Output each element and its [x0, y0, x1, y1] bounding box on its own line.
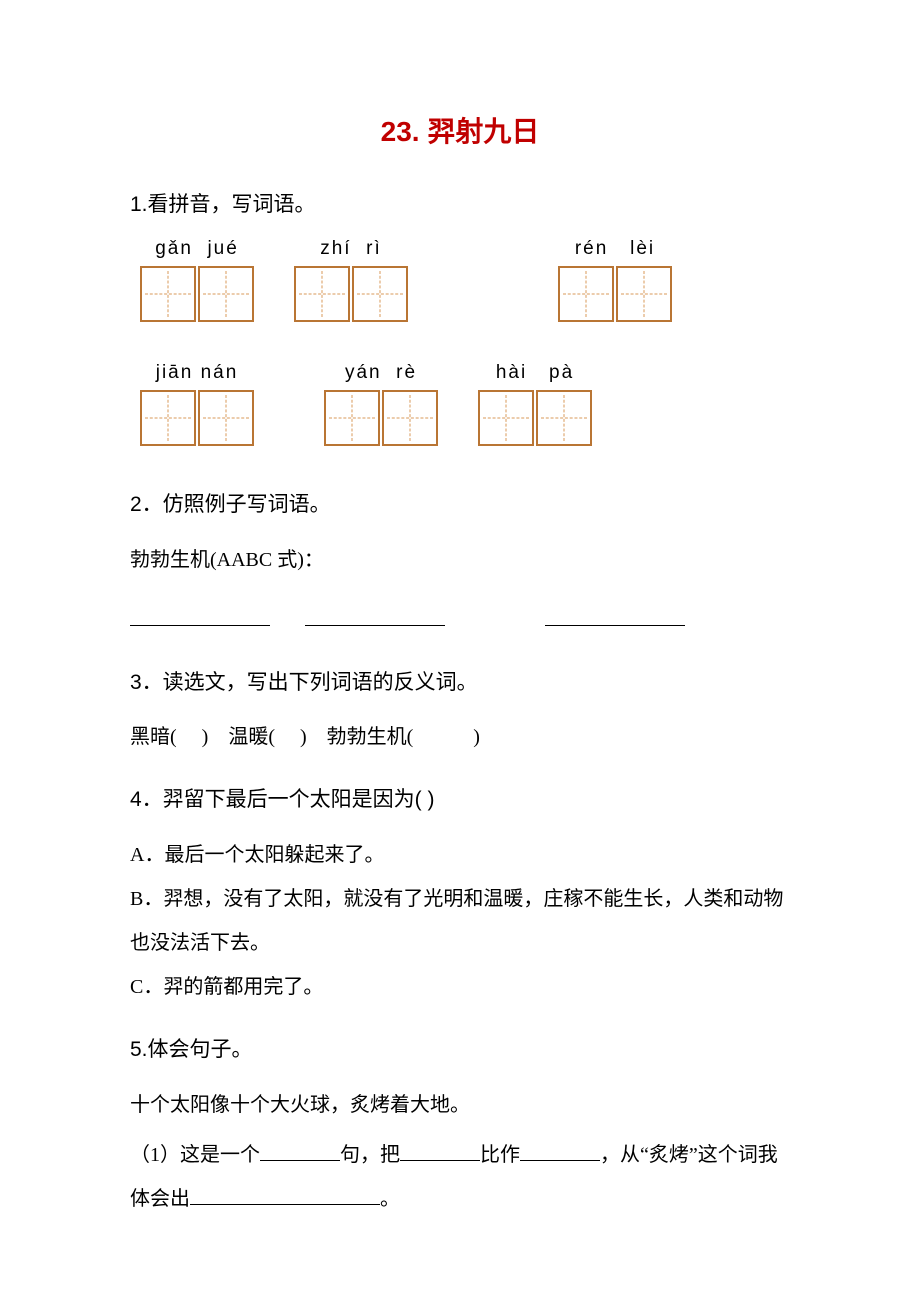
q2-example: 勃勃生机(AABC 式)：	[130, 538, 790, 582]
tianzige-box[interactable]	[140, 390, 196, 446]
tianzige-box[interactable]	[352, 266, 408, 322]
tianzige-box[interactable]	[536, 390, 592, 446]
q5-heading: 5.体会句子。	[130, 1031, 790, 1069]
pinyin-text: yán rè	[345, 362, 417, 384]
tianzige-box[interactable]	[558, 266, 614, 322]
q3-heading: 3．读选文，写出下列词语的反义词。	[130, 664, 790, 702]
q5-sub1-t2: 比作	[480, 1144, 520, 1166]
tianzige-box[interactable]	[140, 266, 196, 322]
q1-row-2: jiān nán yán rè hài pà	[130, 362, 790, 446]
tianzige-box[interactable]	[198, 266, 254, 322]
q5-sub1-prefix: （1）这是一个	[130, 1144, 260, 1166]
pinyin-block: rén lèi	[558, 238, 672, 322]
fill-blank[interactable]	[260, 1141, 340, 1161]
q2-blanks-row	[130, 598, 790, 642]
pinyin-block: jiān nán	[140, 362, 254, 446]
q5-sub1-suffix: 。	[380, 1188, 400, 1210]
tianzige-box[interactable]	[478, 390, 534, 446]
q4-option-c[interactable]: C．羿的箭都用完了。	[130, 965, 790, 1009]
tianzige-pair	[140, 390, 254, 446]
tianzige-box[interactable]	[198, 390, 254, 446]
pinyin-text: hài pà	[496, 362, 574, 384]
lesson-name: 羿射九日	[427, 116, 539, 147]
pinyin-text: gǎn jué	[155, 238, 239, 260]
tianzige-pair	[478, 390, 592, 446]
pinyin-block: yán rè	[324, 362, 438, 446]
q4-option-b[interactable]: B．羿想，没有了太阳，就没有了光明和温暖，庄稼不能生长，人类和动物也没法活下去。	[130, 877, 790, 965]
pinyin-text: jiān nán	[156, 362, 239, 384]
q2-heading: 2．仿照例子写词语。	[130, 486, 790, 524]
fill-blank[interactable]	[400, 1141, 480, 1161]
q3-items: 黑暗( ) 温暖( ) 勃勃生机( )	[130, 715, 790, 759]
pinyin-text: rén lèi	[575, 238, 655, 260]
tianzige-pair	[140, 266, 254, 322]
fill-blank[interactable]	[305, 625, 445, 626]
tianzige-box[interactable]	[382, 390, 438, 446]
tianzige-pair	[324, 390, 438, 446]
q5-sentence: 十个太阳像十个大火球，炙烤着大地。	[130, 1083, 790, 1127]
q5-sub1: （1）这是一个句，把比作，从“炙烤”这个词我体会出。	[130, 1133, 790, 1221]
q5-sub1-t1: 句，把	[340, 1144, 400, 1166]
lesson-title: 23. 羿射九日	[130, 110, 790, 150]
pinyin-text: zhí rì	[320, 238, 382, 260]
pinyin-block: zhí rì	[294, 238, 408, 322]
q4-option-a[interactable]: A．最后一个太阳躲起来了。	[130, 833, 790, 877]
fill-blank[interactable]	[520, 1141, 600, 1161]
tianzige-box[interactable]	[294, 266, 350, 322]
tianzige-pair	[558, 266, 672, 322]
fill-blank[interactable]	[130, 625, 270, 626]
fill-blank[interactable]	[190, 1185, 380, 1205]
tianzige-box[interactable]	[324, 390, 380, 446]
lesson-number: 23.	[381, 116, 420, 147]
q1-heading: 1.看拼音，写词语。	[130, 186, 790, 224]
q1-row-1: gǎn jué zhí rì rén lèi	[130, 238, 790, 322]
tianzige-pair	[294, 266, 408, 322]
pinyin-block: gǎn jué	[140, 238, 254, 322]
q4-heading: 4．羿留下最后一个太阳是因为( )	[130, 781, 790, 819]
tianzige-box[interactable]	[616, 266, 672, 322]
pinyin-block: hài pà	[478, 362, 592, 446]
fill-blank[interactable]	[545, 625, 685, 626]
